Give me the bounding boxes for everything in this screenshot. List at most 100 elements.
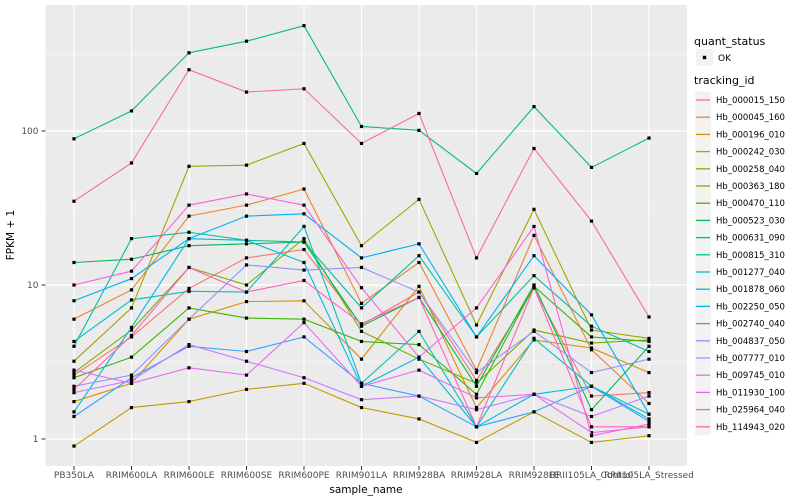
data-point (417, 128, 421, 132)
data-point (244, 263, 249, 267)
data-point (244, 290, 249, 294)
x-tick-label: RRII105LA_Control (550, 471, 633, 481)
data-point (359, 357, 364, 361)
data-point (129, 405, 134, 410)
legend-item-Hb_000015_150: Hb_000015_150 (695, 91, 785, 109)
data-point (72, 317, 76, 321)
data-point (302, 212, 306, 216)
data-point (244, 39, 249, 43)
legend-label: Hb_007777_010 (716, 354, 785, 364)
data-point (417, 329, 421, 333)
data-point (532, 329, 536, 333)
x-tick-label: RRIM600LE (164, 471, 215, 481)
series-Hb_000631_090 (72, 24, 651, 176)
x-tick-label: RRIM600PE (278, 471, 330, 481)
data-point (417, 260, 421, 265)
legend-label: Hb_000631_090 (716, 234, 785, 244)
data-point (359, 405, 364, 410)
legend-label: Hb_000196_010 (716, 130, 785, 140)
legend-label: Hb_002250_050 (716, 302, 785, 312)
y-axis-title: FPKM + 1 (5, 210, 17, 260)
data-point (589, 348, 594, 352)
data-point (302, 381, 306, 385)
legend-item-Hb_001277_040: Hb_001277_040 (695, 263, 785, 281)
data-point (129, 269, 134, 273)
legend-label: Hb_000470_110 (716, 199, 785, 209)
data-point (589, 440, 594, 445)
data-point (244, 349, 249, 354)
data-point (589, 328, 594, 332)
data-point (359, 256, 364, 260)
data-point (417, 343, 421, 347)
data-point (187, 237, 191, 241)
data-point (532, 274, 536, 278)
data-point (302, 87, 306, 91)
data-point (187, 343, 191, 347)
data-point (474, 384, 479, 388)
data-point (647, 357, 651, 361)
data-point (302, 24, 306, 28)
data-point (589, 370, 594, 375)
data-point (129, 325, 134, 330)
legend-label: Hb_004837_050 (716, 337, 785, 347)
legend-label: Hb_001277_040 (716, 268, 785, 278)
data-point (302, 141, 306, 146)
legend-item-Hb_025964_040: Hb_025964_040 (695, 401, 785, 419)
data-point (129, 298, 134, 302)
legend-label: Hb_025964_040 (716, 406, 785, 416)
data-point (359, 306, 364, 310)
data-point (129, 161, 134, 165)
y-tick-label: 100 (21, 127, 38, 137)
data-point (474, 256, 479, 260)
data-point (532, 105, 536, 109)
data-point (589, 384, 594, 388)
data-point (129, 306, 134, 310)
x-tick-label: RRIM928LA (451, 471, 503, 481)
data-point (72, 283, 76, 287)
data-point (589, 346, 594, 350)
data-point (589, 165, 594, 170)
series-Hb_002250_050 (72, 212, 651, 416)
data-point (647, 425, 651, 429)
data-point (532, 146, 536, 151)
data-point (244, 256, 249, 260)
data-point (532, 410, 536, 414)
data-point (129, 237, 134, 241)
data-point (302, 237, 306, 241)
legend-label: Hb_000363_180 (716, 182, 785, 192)
data-point (589, 335, 594, 339)
data-point (532, 224, 536, 229)
legend-item-Hb_000523_030: Hb_000523_030 (695, 211, 785, 229)
data-point (72, 339, 76, 344)
x-tick-label: RRII105LA_Stressed (604, 471, 694, 481)
x-tick-label: RRIM600SE (221, 471, 273, 481)
data-point (129, 257, 134, 261)
data-point (589, 324, 594, 328)
data-point (647, 136, 651, 140)
data-point (474, 396, 479, 400)
data-point (417, 394, 421, 398)
data-point (187, 203, 191, 207)
data-point (647, 412, 651, 416)
data-point (417, 355, 421, 359)
data-point (359, 324, 364, 328)
data-point (72, 199, 76, 203)
data-point (72, 387, 76, 391)
data-point (187, 366, 191, 370)
data-point (359, 244, 364, 248)
data-point (72, 410, 76, 414)
legend-label: Hb_000815_310 (716, 251, 785, 261)
data-point (474, 408, 479, 412)
legend-label: Hb_000523_030 (716, 216, 785, 226)
data-point (474, 171, 479, 176)
legend-item-Hb_000242_030: Hb_000242_030 (695, 143, 785, 161)
legend-item-Hb_000363_180: Hb_000363_180 (695, 177, 785, 195)
data-point (474, 306, 479, 310)
data-point (244, 214, 249, 218)
data-point (417, 197, 421, 201)
data-point (647, 422, 651, 426)
data-point (359, 384, 364, 388)
legend-label: Hb_114943_020 (716, 423, 785, 433)
legend-label: Hb_000015_150 (716, 96, 785, 106)
